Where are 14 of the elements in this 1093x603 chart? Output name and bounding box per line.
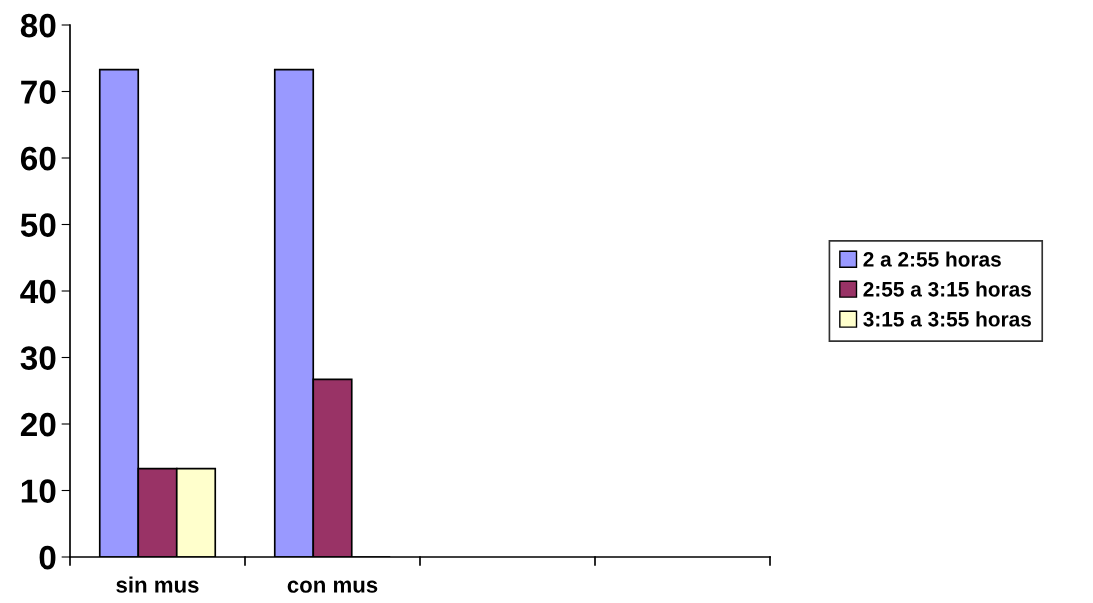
x-tick-label: sin mus (116, 576, 199, 593)
x-tick-label: con mus (287, 580, 378, 593)
legend-label: 3:15 a 3:55 horas (863, 311, 1031, 327)
y-tick-label: 20 (20, 412, 56, 437)
legend-label: 2 a 2:55 horas (863, 251, 1001, 267)
y-tick-label: 30 (20, 346, 56, 370)
y-tick-label: 0 (39, 545, 56, 570)
y-tick-label: 60 (20, 146, 56, 171)
y-tick-label: 40 (20, 279, 56, 304)
legend-label: 2:55 a 3:15 horas (863, 281, 1031, 297)
y-tick-label: 70 (21, 80, 56, 104)
y-tick-label: 50 (20, 213, 56, 237)
y-tick-label: 10 (21, 479, 56, 503)
y-tick-label: 80 (20, 13, 56, 38)
